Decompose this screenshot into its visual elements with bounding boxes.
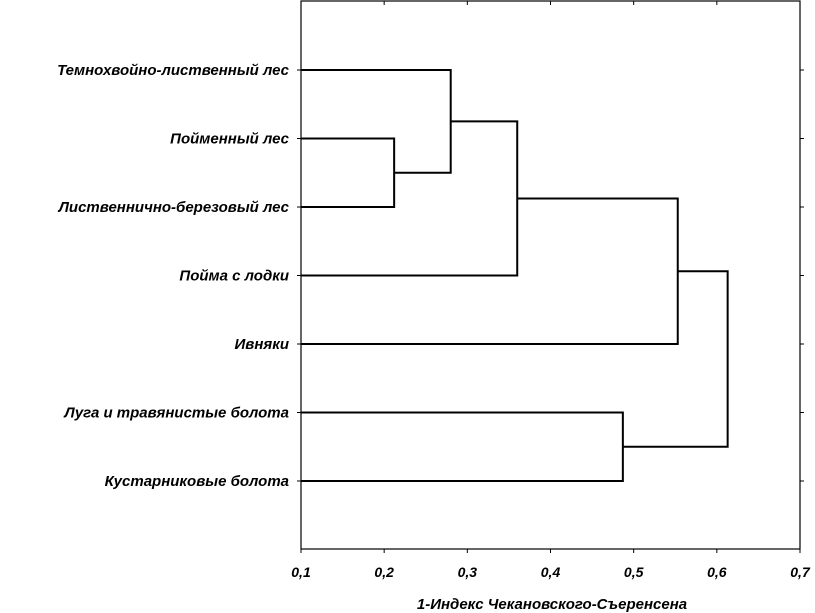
x-axis-title: 1-Индекс Чекановского-Съеренсена	[417, 596, 687, 613]
leaf-label: Лиственнично-березовый лес	[58, 199, 290, 216]
dendrogram-link	[301, 137, 396, 208]
leaf-label: Луга и травянистые болота	[63, 405, 289, 422]
leaf-label: Ивняки	[234, 336, 289, 353]
dendrogram-link	[301, 69, 452, 174]
dendrogram-link	[301, 411, 624, 482]
dendrogram-link	[301, 120, 519, 277]
dendrogram-links	[301, 69, 729, 482]
leaf-label: Пойма с лодки	[179, 268, 289, 285]
x-tick-label: 0,3	[458, 564, 478, 580]
x-tick-label: 0,7	[790, 564, 811, 580]
x-tick-label: 0,2	[374, 564, 394, 580]
leaf-label: Кустарниковые болота	[105, 473, 289, 490]
x-tick-label: 0,1	[291, 564, 311, 580]
y-ticks	[297, 69, 804, 482]
dendrogram-link	[622, 270, 729, 448]
x-ticks	[300, 1, 801, 553]
leaf-labels: Темнохвойно-лиственный лес Пойменный лес Л…	[57, 62, 290, 490]
dendrogram-link	[301, 197, 679, 345]
x-tick-label: 0,5	[624, 564, 644, 580]
leaf-label: Пойменный лес	[170, 131, 289, 148]
x-tick-labels: 0,1 0,2 0,3 0,4 0,5 0,6 0,7	[291, 564, 811, 580]
x-tick-label: 0,6	[707, 564, 727, 580]
x-tick-label: 0,4	[541, 564, 561, 580]
leaf-label: Темнохвойно-лиственный лес	[57, 62, 290, 79]
